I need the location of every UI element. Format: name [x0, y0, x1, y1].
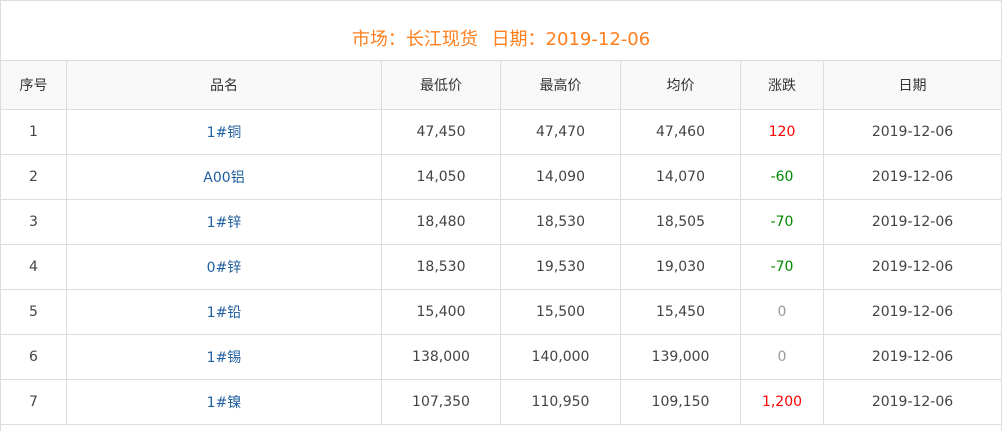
col-header-change: 涨跌 — [740, 60, 824, 110]
high-price: 19,530 — [500, 244, 621, 290]
avg-price: 47,460 — [620, 109, 741, 155]
low-price: 18,480 — [381, 199, 501, 245]
market-label: 市场：长江现货 — [351, 29, 478, 50]
low-price: 15,400 — [381, 289, 501, 335]
avg-price: 139,000 — [620, 334, 741, 380]
row-number: 2 — [0, 154, 67, 200]
col-header-high: 最高价 — [500, 60, 621, 110]
price-change: 1,200 — [740, 379, 824, 425]
row-date: 2019-12-06 — [823, 244, 1002, 290]
avg-price: 15,450 — [620, 289, 741, 335]
product-name-link[interactable]: 1#锌 — [66, 199, 382, 245]
product-name-link[interactable]: 1#锡 — [66, 334, 382, 380]
low-price: 107,350 — [381, 379, 501, 425]
price-change: 0 — [740, 334, 824, 380]
row-date: 2019-12-06 — [823, 289, 1002, 335]
price-change: -70 — [740, 244, 824, 290]
row-date: 2019-12-06 — [823, 334, 1002, 380]
high-price: 15,500 — [500, 289, 621, 335]
col-header-name: 品名 — [66, 60, 382, 110]
col-header-avg: 均价 — [620, 60, 741, 110]
date-label: 日期：2019-12-06 — [491, 29, 651, 50]
row-number: 3 — [0, 199, 67, 245]
price-change: 0 — [740, 289, 824, 335]
low-price: 18,530 — [381, 244, 501, 290]
col-header-low: 最低价 — [381, 60, 501, 110]
product-name-link[interactable]: A00铝 — [66, 154, 382, 200]
price-change: 120 — [740, 109, 824, 155]
avg-price: 14,070 — [620, 154, 741, 200]
row-number: 7 — [0, 379, 67, 425]
price-table: 序号 品名 最低价 最高价 均价 涨跌 日期 1 1#铜 47,450 47,470 4… — [0, 60, 1002, 425]
table-row: 4 0#锌 18,530 19,530 19,030 -70 2019-12-06 — [0, 244, 1002, 290]
table-row: 2 A00铝 14,050 14,090 14,070 -60 2019-12-06 — [0, 154, 1002, 200]
price-change: -70 — [740, 199, 824, 245]
table-row: 5 1#铅 15,400 15,500 15,450 0 2019-12-06 — [0, 289, 1002, 335]
low-price: 47,450 — [381, 109, 501, 155]
high-price: 140,000 — [500, 334, 621, 380]
avg-price: 18,505 — [620, 199, 741, 245]
product-name-link[interactable]: 1#铅 — [66, 289, 382, 335]
price-change: -60 — [740, 154, 824, 200]
row-number: 6 — [0, 334, 67, 380]
row-number: 5 — [0, 289, 67, 335]
row-number: 1 — [0, 109, 67, 155]
avg-price: 19,030 — [620, 244, 741, 290]
row-date: 2019-12-06 — [823, 379, 1002, 425]
high-price: 14,090 — [500, 154, 621, 200]
low-price: 138,000 — [381, 334, 501, 380]
avg-price: 109,150 — [620, 379, 741, 425]
product-name-link[interactable]: 0#锌 — [66, 244, 382, 290]
row-date: 2019-12-06 — [823, 154, 1002, 200]
table-row: 7 1#镍 107,350 110,950 109,150 1,200 2019-12-06 — [0, 379, 1002, 425]
market-title: 市场：长江现货 日期：2019-12-06 — [1, 1, 1001, 60]
high-price: 47,470 — [500, 109, 621, 155]
col-header-date: 日期 — [823, 60, 1002, 110]
table-row: 1 1#铜 47,450 47,470 47,460 120 2019-12-06 — [0, 109, 1002, 155]
high-price: 18,530 — [500, 199, 621, 245]
row-number: 4 — [0, 244, 67, 290]
table-header: 序号 品名 最低价 最高价 均价 涨跌 日期 — [0, 60, 1002, 110]
row-date: 2019-12-06 — [823, 199, 1002, 245]
table-row: 6 1#锡 138,000 140,000 139,000 0 2019-12-06 — [0, 334, 1002, 380]
product-name-link[interactable]: 1#镍 — [66, 379, 382, 425]
low-price: 14,050 — [381, 154, 501, 200]
high-price: 110,950 — [500, 379, 621, 425]
col-header-no: 序号 — [0, 60, 67, 110]
table-row: 3 1#锌 18,480 18,530 18,505 -70 2019-12-06 — [0, 199, 1002, 245]
product-name-link[interactable]: 1#铜 — [66, 109, 382, 155]
row-date: 2019-12-06 — [823, 109, 1002, 155]
